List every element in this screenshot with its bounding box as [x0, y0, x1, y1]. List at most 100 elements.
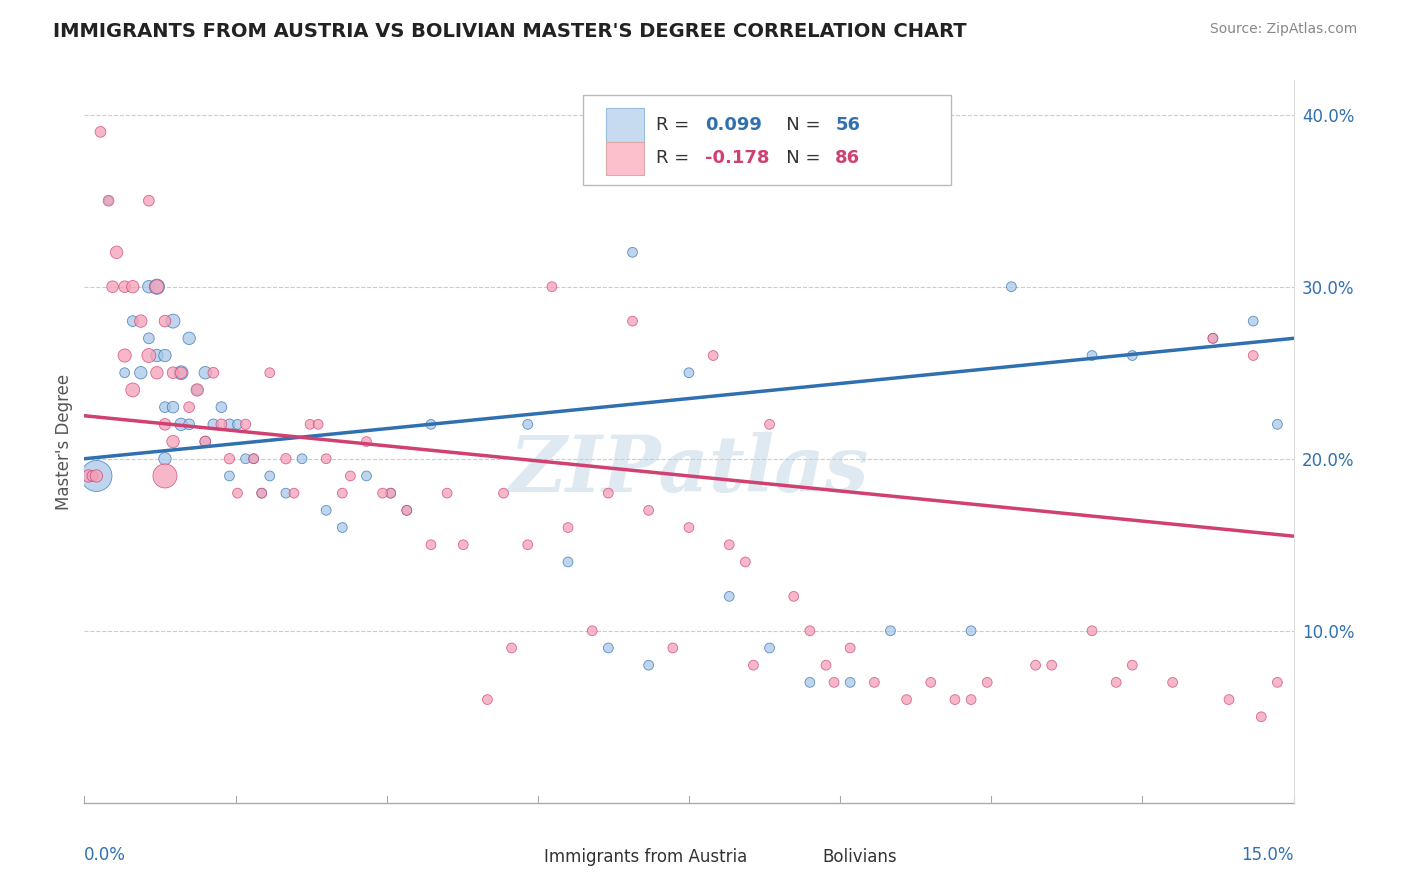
- Text: IMMIGRANTS FROM AUSTRIA VS BOLIVIAN MASTER'S DEGREE CORRELATION CHART: IMMIGRANTS FROM AUSTRIA VS BOLIVIAN MAST…: [53, 22, 967, 41]
- Point: [202, 366, 225, 380]
- Point: [943, 692, 966, 706]
- Point: [734, 555, 756, 569]
- FancyBboxPatch shape: [606, 108, 644, 142]
- Point: [129, 366, 152, 380]
- Point: [274, 486, 297, 500]
- Point: [477, 692, 499, 706]
- Point: [170, 366, 193, 380]
- Point: [194, 434, 217, 449]
- Point: [718, 538, 741, 552]
- Point: [82, 469, 104, 483]
- Point: [153, 417, 176, 432]
- Text: 86: 86: [835, 149, 860, 167]
- Point: [621, 245, 644, 260]
- Point: [621, 314, 644, 328]
- Point: [702, 349, 724, 363]
- Point: [799, 624, 821, 638]
- Point: [1161, 675, 1184, 690]
- Point: [501, 640, 523, 655]
- Point: [863, 675, 886, 690]
- Point: [114, 366, 136, 380]
- Point: [598, 640, 620, 655]
- Point: [194, 366, 217, 380]
- Point: [97, 194, 120, 208]
- Point: [86, 469, 108, 483]
- FancyBboxPatch shape: [582, 95, 952, 185]
- Point: [235, 451, 257, 466]
- Point: [742, 658, 765, 673]
- Point: [146, 349, 169, 363]
- Point: [170, 366, 193, 380]
- Point: [121, 383, 143, 397]
- Text: 0.0%: 0.0%: [84, 846, 127, 863]
- Point: [330, 520, 353, 534]
- Point: [1202, 331, 1225, 345]
- Text: R =: R =: [657, 149, 696, 167]
- Point: [557, 555, 579, 569]
- Point: [218, 451, 240, 466]
- Point: [896, 692, 918, 706]
- Point: [101, 279, 124, 293]
- Point: [420, 417, 443, 432]
- Point: [186, 383, 208, 397]
- Point: [436, 486, 458, 500]
- Point: [138, 349, 160, 363]
- Point: [114, 279, 136, 293]
- Point: [202, 417, 225, 432]
- Text: -0.178: -0.178: [704, 149, 769, 167]
- Text: 15.0%: 15.0%: [1241, 846, 1294, 863]
- Point: [1267, 417, 1289, 432]
- Point: [283, 486, 305, 500]
- Point: [315, 503, 337, 517]
- Point: [89, 125, 111, 139]
- Point: [153, 349, 176, 363]
- Point: [162, 314, 184, 328]
- Point: [637, 503, 659, 517]
- Text: R =: R =: [657, 116, 696, 134]
- Point: [758, 417, 780, 432]
- Point: [209, 417, 232, 432]
- Point: [380, 486, 402, 500]
- Point: [839, 640, 862, 655]
- Point: [678, 520, 700, 534]
- Point: [799, 675, 821, 690]
- Point: [138, 194, 160, 208]
- Point: [1121, 658, 1143, 673]
- Point: [395, 503, 418, 517]
- Point: [339, 469, 361, 483]
- Point: [920, 675, 942, 690]
- Point: [541, 279, 564, 293]
- Text: ZIPatlas: ZIPatlas: [509, 433, 869, 508]
- Point: [194, 434, 217, 449]
- Point: [1105, 675, 1128, 690]
- Point: [356, 469, 378, 483]
- Point: [153, 451, 176, 466]
- Point: [356, 434, 378, 449]
- Point: [637, 658, 659, 673]
- Text: Bolivians: Bolivians: [823, 848, 897, 866]
- Point: [146, 279, 169, 293]
- FancyBboxPatch shape: [499, 843, 534, 871]
- Point: [121, 314, 143, 328]
- Point: [516, 417, 538, 432]
- Point: [380, 486, 402, 500]
- Point: [371, 486, 394, 500]
- Point: [1218, 692, 1240, 706]
- Point: [77, 469, 100, 483]
- Point: [179, 417, 201, 432]
- Point: [179, 331, 201, 345]
- Point: [274, 451, 297, 466]
- Point: [179, 400, 201, 414]
- Text: 56: 56: [835, 116, 860, 134]
- Point: [153, 400, 176, 414]
- Point: [242, 451, 264, 466]
- Point: [960, 692, 983, 706]
- Point: [162, 400, 184, 414]
- Point: [839, 675, 862, 690]
- Text: Immigrants from Austria: Immigrants from Austria: [544, 848, 747, 866]
- Point: [299, 417, 322, 432]
- Point: [1040, 658, 1063, 673]
- Text: N =: N =: [769, 116, 825, 134]
- Point: [1025, 658, 1047, 673]
- Point: [516, 538, 538, 552]
